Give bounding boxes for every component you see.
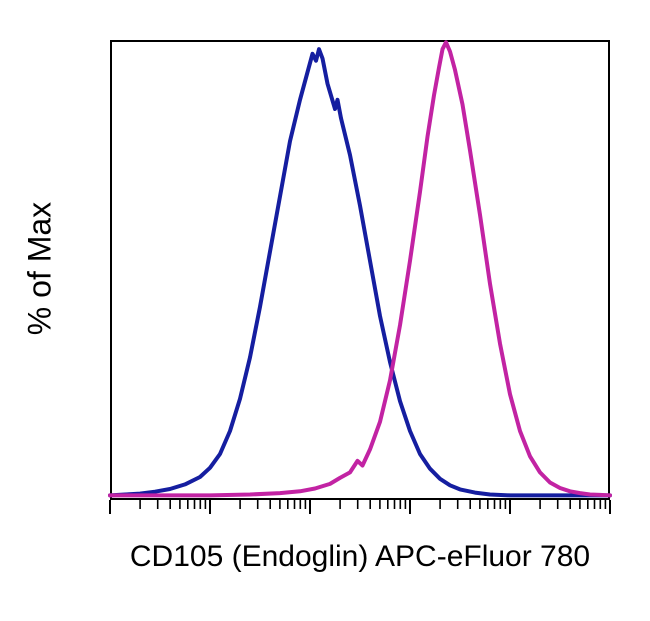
x-axis-label: CD105 (Endoglin) APC-eFluor 780 bbox=[110, 540, 610, 574]
series-control bbox=[110, 49, 610, 495]
histogram-figure: % of Max CD105 (Endoglin) APC-eFluor 780 bbox=[0, 0, 650, 621]
series-stained bbox=[110, 42, 610, 495]
curves-svg bbox=[0, 0, 650, 621]
y-axis-label: % of Max bbox=[22, 169, 59, 369]
